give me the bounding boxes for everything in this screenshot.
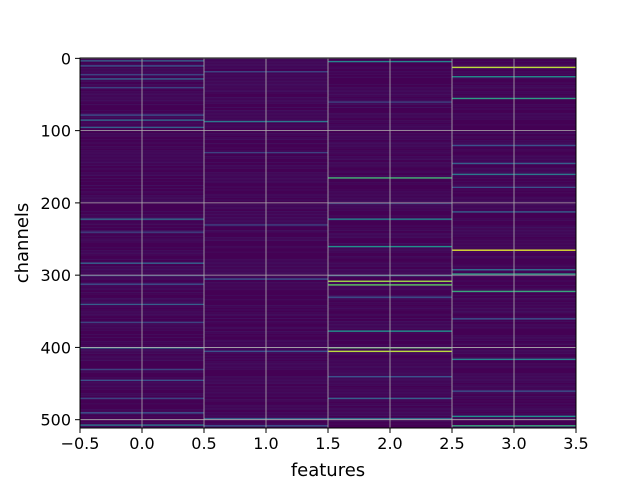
y-tick-label: 200 bbox=[40, 194, 71, 213]
x-tick-label: 1.5 bbox=[315, 434, 340, 453]
x-axis-label: features bbox=[291, 460, 365, 480]
y-axis-label: channels bbox=[12, 203, 33, 284]
x-tick-label: −0.5 bbox=[61, 434, 100, 453]
x-tick-label: 3.0 bbox=[501, 434, 526, 453]
x-tick-label: 0.0 bbox=[129, 434, 154, 453]
x-tick-label: 0.5 bbox=[191, 434, 216, 453]
y-axis-ticks: 0 100 200 300 400 500 bbox=[40, 49, 80, 430]
x-tick-label: 2.0 bbox=[377, 434, 402, 453]
x-tick-label: 1.0 bbox=[253, 434, 278, 453]
y-tick-label: 500 bbox=[40, 411, 71, 430]
y-tick-label: 300 bbox=[40, 266, 71, 285]
x-tick-label: 2.5 bbox=[439, 434, 464, 453]
x-tick-label: 3.5 bbox=[563, 434, 588, 453]
y-tick-label: 100 bbox=[40, 122, 71, 141]
y-tick-label: 0 bbox=[61, 49, 71, 68]
x-axis-ticks: −0.5 0.0 0.5 1.0 1.5 2.0 2.5 3.0 3.5 bbox=[61, 428, 589, 453]
y-tick-label: 400 bbox=[40, 338, 71, 357]
